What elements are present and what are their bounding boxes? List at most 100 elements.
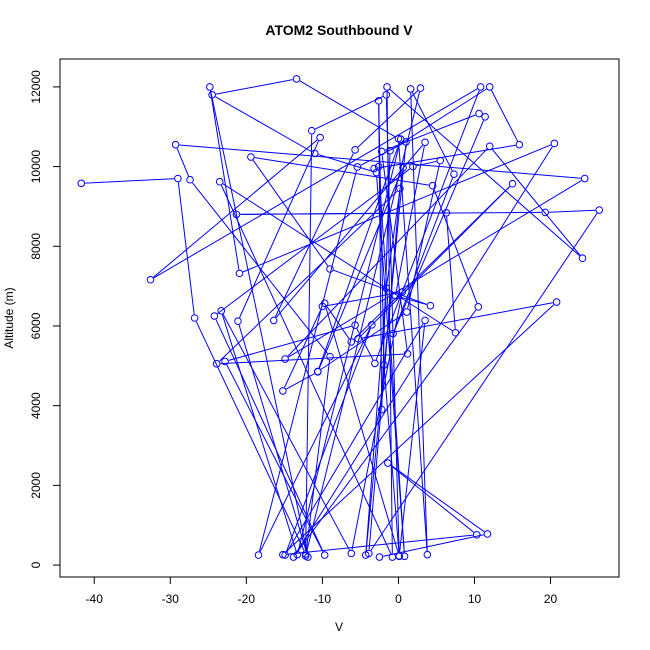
data-point: [310, 149, 319, 158]
series-segment: [393, 88, 487, 149]
series-segment: [85, 178, 175, 184]
data-point: [247, 153, 255, 161]
y-axis: 0 2000 4000 6000 8000 10000 12000: [29, 70, 61, 568]
y-tick-label: 6000: [29, 312, 43, 339]
series-segment: [394, 120, 485, 331]
data-point: [580, 174, 589, 183]
data-point: [146, 275, 155, 284]
data-point: [485, 83, 494, 91]
data-point: [552, 298, 561, 306]
series-segment: [370, 212, 598, 551]
series-segment: [390, 465, 475, 533]
y-tick-label: 12000: [29, 70, 43, 104]
series-segment: [386, 171, 403, 285]
data-point: [361, 551, 370, 559]
series-segment: [360, 186, 511, 337]
data-point: [474, 303, 483, 311]
series-segment: [226, 364, 324, 552]
series-segment: [320, 313, 404, 370]
series-segment: [209, 90, 240, 270]
data-point: [314, 367, 322, 376]
series-segment: [240, 212, 443, 215]
x-tick-label: 10: [468, 592, 482, 606]
x-tick-label: -20: [238, 592, 256, 606]
data-point: [578, 254, 587, 263]
series-segment: [306, 91, 421, 553]
data-point: [353, 163, 362, 171]
data-point: [481, 112, 489, 121]
x-tick-label: 0: [395, 592, 402, 606]
data-point: [383, 459, 392, 467]
series-segment: [326, 306, 350, 339]
series-segment: [220, 353, 404, 365]
data-point: [171, 140, 180, 149]
data-point: [472, 530, 481, 539]
data-point: [383, 83, 391, 91]
series-segment: [215, 96, 312, 152]
series-segment: [365, 291, 387, 552]
series-segment: [179, 144, 581, 179]
series-segment: [305, 134, 313, 550]
series-segment: [287, 148, 488, 357]
data-point: [400, 552, 409, 561]
series-segment: [368, 192, 401, 550]
data-point: [382, 91, 391, 99]
data-point: [391, 291, 400, 300]
data-point: [316, 133, 324, 142]
data-point: [269, 316, 278, 325]
series-segment: [219, 190, 398, 362]
data-point: [377, 147, 386, 156]
data-point: [370, 164, 378, 173]
data-point: [217, 307, 226, 315]
x-tick-label: -40: [86, 592, 104, 606]
series-segment: [318, 171, 402, 369]
series-segment: [153, 139, 318, 278]
series-segment: [305, 360, 331, 553]
data-point: [475, 109, 483, 118]
series-segment: [252, 159, 329, 267]
series-segment: [549, 209, 596, 213]
series-segment: [177, 182, 195, 315]
data-point: [347, 549, 356, 558]
data-point: [483, 530, 492, 538]
x-tick-label: -10: [314, 592, 332, 606]
data-point: [326, 265, 334, 273]
data-point: [368, 320, 376, 329]
series-segment: [215, 319, 324, 552]
y-tick-label: 8000: [29, 233, 43, 260]
data-point: [374, 97, 383, 105]
data-point: [190, 314, 199, 322]
series-segment: [285, 304, 555, 553]
series-segment: [284, 309, 322, 388]
data-point: [396, 184, 404, 193]
series-segment: [228, 325, 352, 361]
data-point: [186, 175, 194, 184]
data-point: [595, 206, 604, 214]
series-segment: [221, 314, 297, 552]
series-segment: [491, 148, 581, 256]
series-segment: [394, 177, 454, 331]
data-point: [326, 352, 334, 361]
data-point: [354, 334, 362, 343]
data-point: [399, 163, 407, 172]
data-point: [351, 321, 359, 329]
series-segment: [390, 464, 485, 533]
series-segment: [386, 90, 393, 554]
series-segment: [351, 295, 402, 550]
series-segment: [176, 148, 190, 177]
y-axis-label: Altitude (m): [2, 287, 16, 348]
data-point: [515, 140, 524, 149]
chart-title: ATOM2 Southbound V: [265, 22, 413, 38]
data-point: [402, 138, 410, 146]
series-segment: [258, 170, 357, 552]
series-segment: [192, 182, 328, 354]
data-point: [254, 551, 263, 559]
data-point: [320, 299, 329, 308]
series-segment: [385, 114, 476, 151]
data-point: [451, 328, 460, 337]
series-segment: [325, 306, 399, 553]
data-point: [508, 179, 517, 188]
data-point: [221, 357, 229, 366]
data-point: [320, 551, 329, 559]
